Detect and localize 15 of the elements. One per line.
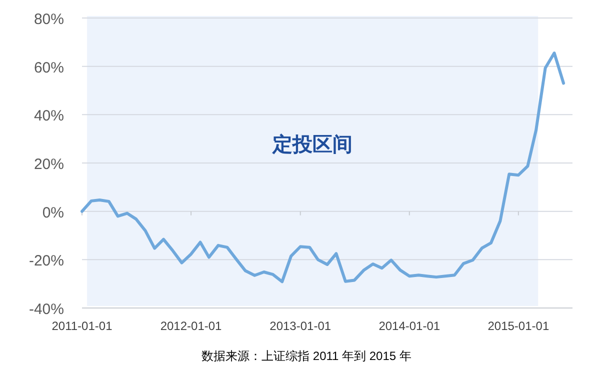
y-tick-label: 20% (34, 156, 64, 173)
x-tick-label: 2014-01-01 (378, 319, 440, 333)
source-note: 数据来源：上证综指 2011 年到 2015 年 (202, 349, 412, 363)
x-tick-label: 2011-01-01 (52, 319, 113, 333)
y-tick-label: 40% (34, 108, 64, 125)
line-series (80, 52, 566, 284)
x-tick-label: 2013-01-01 (270, 319, 332, 333)
band-label: 定投区间 (272, 132, 353, 156)
y-tick-label: 60% (34, 59, 64, 76)
x-tick-label: 2015-01-01 (488, 319, 550, 333)
x-tick-label: 2012-01-01 (160, 319, 222, 333)
y-tick-label: -40% (28, 301, 64, 318)
y-tick-label: 80% (34, 11, 64, 28)
y-tick-label: -20% (28, 252, 64, 270)
y-tick-label: 0% (42, 204, 64, 222)
